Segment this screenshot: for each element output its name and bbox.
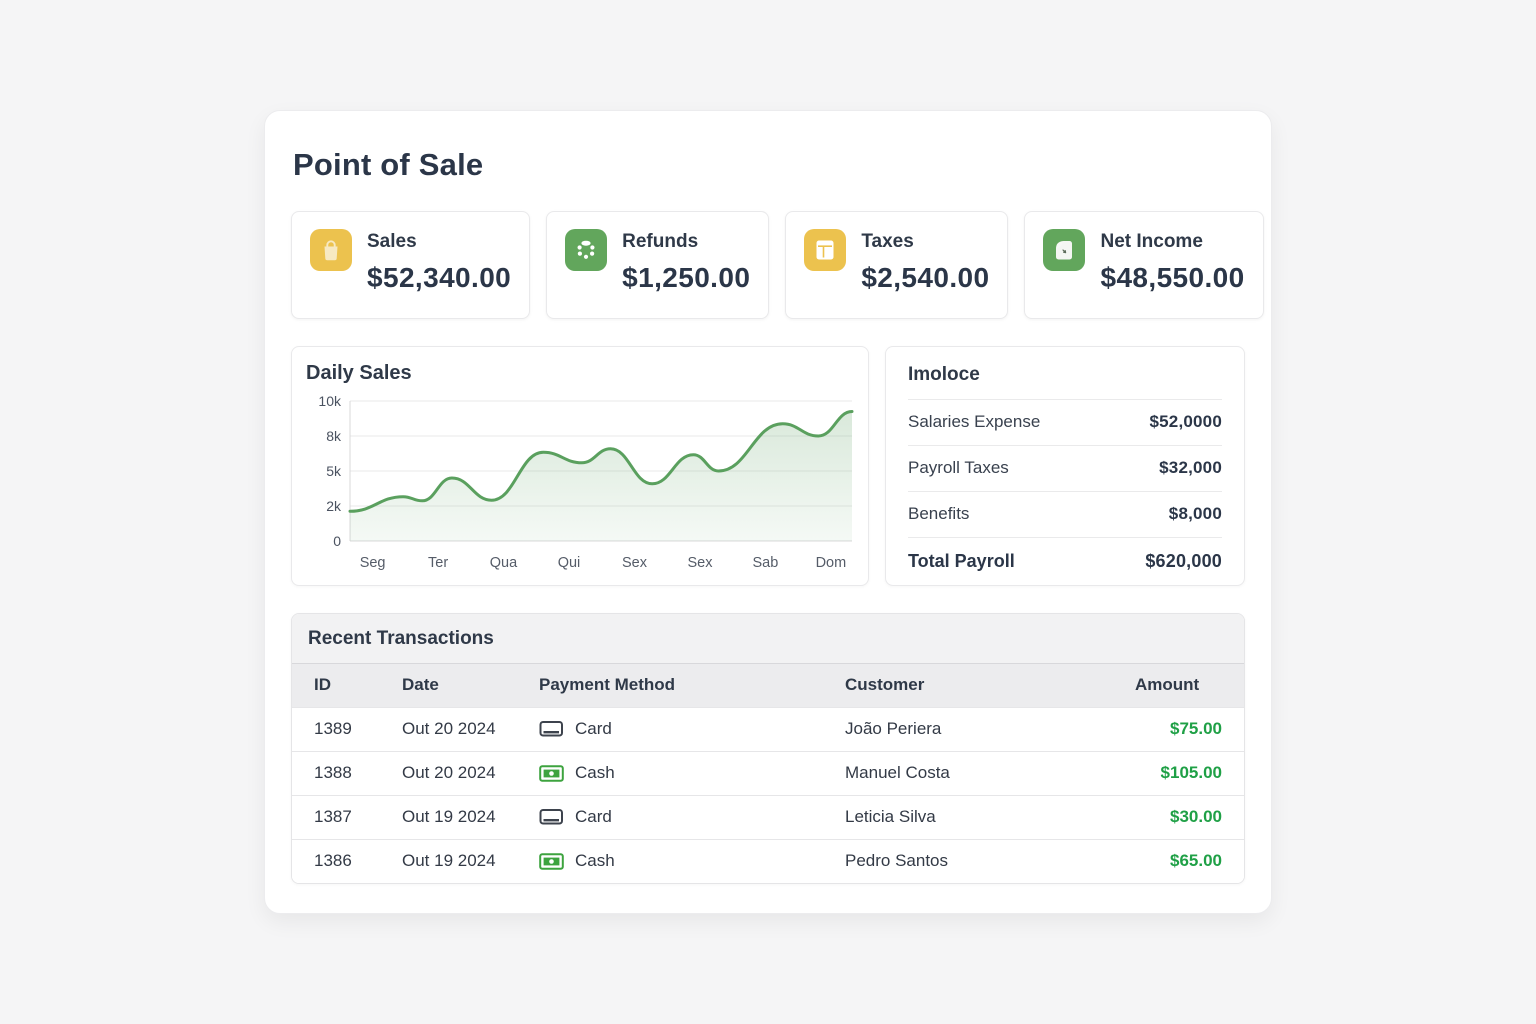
cash-icon [539,764,564,782]
stat-value: $1,250.00 [622,262,751,293]
transaction-amount: $30.00 [1135,795,1244,840]
receipt-icon [804,229,847,271]
svg-text:Sex: Sex [688,555,714,571]
payment-method-label: Cash [575,763,615,782]
svg-text:0: 0 [333,533,341,549]
svg-text:Qui: Qui [558,555,581,571]
transaction-row[interactable]: 1386 Out 19 2024 Cash Pedro Santos $65.0… [292,839,1244,883]
daily-sales-chart[interactable]: 0 2k 5k 8k 10k Seg Ter Qua Qui Sex Sex Sab Dom [304,389,858,587]
transaction-id: 1386 [292,839,402,883]
stat-label: Sales [367,231,417,252]
transactions-title: Recent Transactions [292,614,1244,664]
page-title: Point of Sale [293,147,484,182]
payroll-total-value: $620,000 [1145,551,1222,571]
payroll-row: Benefits $8,000 [908,492,1222,538]
payroll-row: Payroll Taxes $32,000 [908,446,1222,492]
payroll-row-value: $52,0000 [1149,412,1222,431]
payroll-total-label: Total Payroll [908,551,1015,571]
stat-value: $48,550.00 [1100,262,1245,293]
stat-card-sales[interactable]: Sales $52,340.00 [291,211,531,319]
document-icon [1043,229,1086,271]
transaction-id: 1387 [292,795,402,840]
payment-method-label: Card [575,807,612,826]
transaction-amount: $75.00 [1135,707,1244,752]
transaction-date: Out 19 2024 [402,795,539,840]
svg-text:10k: 10k [318,393,342,409]
payroll-row-label: Salaries Expense [908,412,1041,431]
transaction-amount: $105.00 [1135,751,1244,796]
chart-title: Daily Sales [306,362,412,384]
stat-value: $52,340.00 [367,262,512,293]
transaction-customer: Manuel Costa [845,751,1135,796]
cash-icon [539,852,564,870]
column-header-id[interactable]: ID [314,675,331,694]
stat-card-taxes[interactable]: Taxes $2,540.00 [785,211,1009,319]
transaction-id: 1388 [292,751,402,796]
card-icon [539,721,563,737]
svg-text:2k: 2k [326,498,342,514]
stat-card-refunds[interactable]: Refunds $1,250.00 [546,211,770,319]
transactions-table: ID Date Payment Method Customer Amount 1… [292,664,1244,883]
payroll-panel: Imoloce Salaries Expense $52,0000 Payrol… [885,346,1245,586]
transaction-date: Out 19 2024 [402,839,539,883]
pos-dashboard-card: Point of Sale Sales $52,340.00 [264,110,1272,914]
svg-text:Sex: Sex [622,555,648,571]
payroll-row-value: $8,000 [1168,504,1222,523]
transaction-id: 1389 [292,707,402,752]
refund-dots-icon [565,229,608,271]
payment-method-label: Card [575,719,612,738]
transaction-date: Out 20 2024 [402,707,539,752]
payroll-row-label: Benefits [908,504,970,523]
stat-value: $2,540.00 [861,262,990,293]
column-header-method[interactable]: Payment Method [539,675,676,694]
card-icon [539,809,563,825]
shopping-bag-icon [310,229,352,271]
payroll-row-value: $32,000 [1159,458,1222,477]
svg-text:Ter: Ter [428,555,448,571]
middle-row: Daily Sales 0 2k 5k 8k 10k Seg Ter Qua Qui Sex Sex… [291,346,1245,586]
transaction-customer: Leticia Silva [845,795,1135,840]
stat-label: Taxes [861,231,914,252]
column-header-amount[interactable]: Amount [1135,675,1200,694]
svg-text:Sab: Sab [752,555,778,571]
svg-text:Qua: Qua [490,555,518,571]
stat-card-net-income[interactable]: Net Income $48,550.00 [1024,211,1264,319]
transaction-date: Out 20 2024 [402,751,539,796]
payroll-title: Imoloce [908,347,1222,400]
svg-text:5k: 5k [326,463,342,479]
recent-transactions-panel: Recent Transactions ID Date Payment Meth… [291,613,1245,884]
daily-sales-panel: Daily Sales 0 2k 5k 8k 10k Seg Ter Qua Qui Sex Sex… [291,346,869,586]
payroll-row: Salaries Expense $52,0000 [908,400,1222,446]
payment-method-label: Cash [575,851,615,870]
transaction-customer: João Periera [845,707,1135,752]
svg-text:8k: 8k [326,428,342,444]
stat-label: Net Income [1100,231,1203,252]
payroll-rows: Salaries Expense $52,0000 Payroll Taxes … [908,400,1222,538]
transaction-row[interactable]: 1388 Out 20 2024 Cash Manuel Costa $105.… [292,751,1244,796]
stat-label: Refunds [622,231,699,252]
transaction-customer: Pedro Santos [845,839,1135,883]
transaction-row[interactable]: 1389 Out 20 2024 Card João Periera $75.0… [292,707,1244,752]
transaction-amount: $65.00 [1135,839,1244,883]
payroll-total-row: Total Payroll $620,000 [908,538,1222,585]
payroll-row-label: Payroll Taxes [908,458,1009,477]
svg-text:Dom: Dom [816,555,847,571]
transaction-row[interactable]: 1387 Out 19 2024 Card Leticia Silva $30.… [292,795,1244,840]
column-header-date[interactable]: Date [402,675,439,694]
transactions-header-row: ID Date Payment Method Customer Amount [292,664,1244,708]
svg-text:Seg: Seg [360,555,386,571]
column-header-customer[interactable]: Customer [845,675,925,694]
stats-row: Sales $52,340.00 Refunds $1,250.00 [291,211,1264,319]
